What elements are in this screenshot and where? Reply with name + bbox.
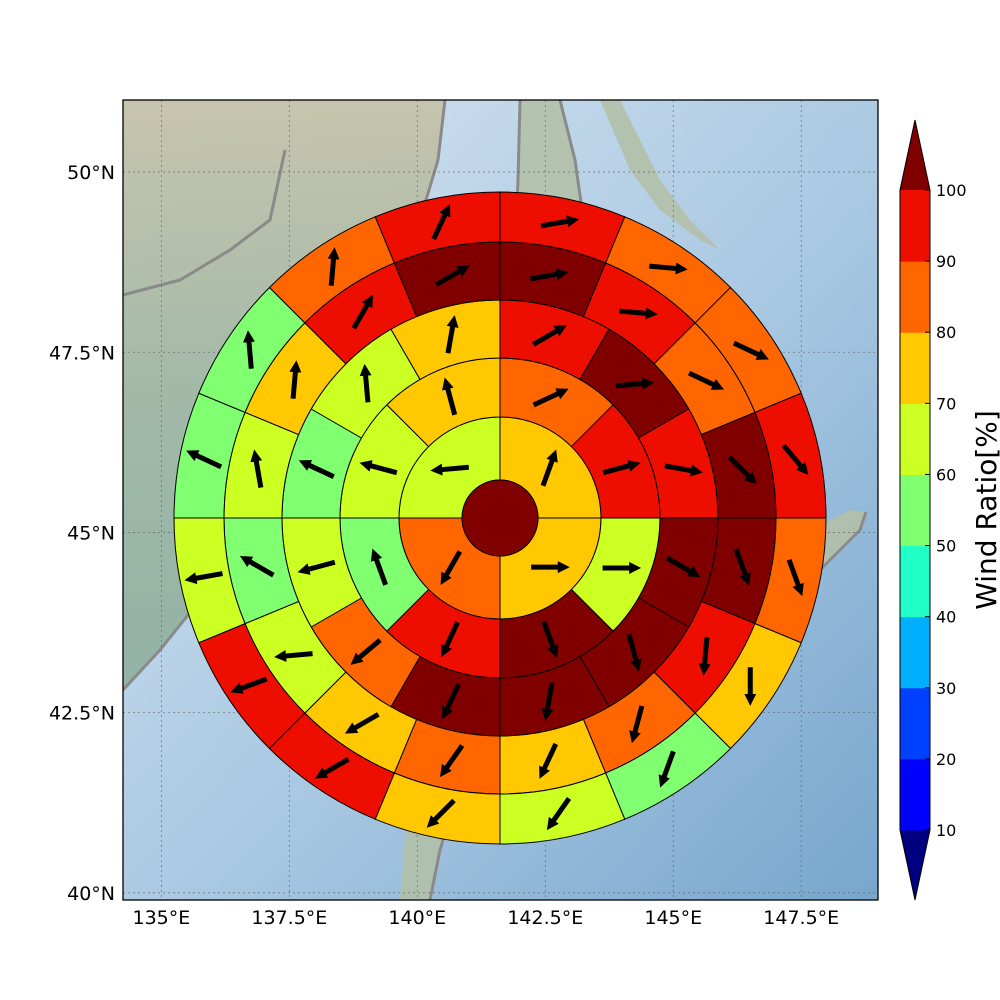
wind-arrow [297, 559, 336, 575]
wind-arrow [688, 370, 725, 390]
colorbar-segment [900, 616, 930, 689]
longitude-tick-label: 135°E [132, 907, 190, 929]
wind-arrow [351, 294, 374, 330]
wind-arrow [327, 247, 340, 286]
wind-arrow [440, 550, 463, 585]
wind-arrow [781, 443, 809, 476]
wind-arrow [733, 548, 751, 586]
wind-arrow [626, 633, 642, 672]
colorbar-segment [900, 190, 930, 262]
kamchatka-coast [600, 100, 720, 250]
longitude-tick-label: 137.5°E [251, 907, 327, 929]
colorbar-segment [900, 403, 930, 475]
colorbar-segment [900, 332, 930, 404]
latitude-tick-label: 50°N [67, 162, 115, 184]
wind-arrow [445, 315, 459, 354]
colorbar-tick-label: 20 [936, 750, 956, 769]
wind-arrow [786, 558, 804, 597]
colorbar-under-triangle [900, 830, 930, 900]
map-frame [122, 99, 879, 901]
longitude-tick-label: 142.5°E [507, 907, 583, 929]
wind-arrow [250, 449, 264, 488]
latitude-tick-label: 42.5°N [49, 703, 115, 725]
wind-arrow [698, 637, 711, 676]
wind-arrow [727, 455, 757, 485]
wind-arrow [615, 377, 655, 390]
wind-arrow [434, 265, 470, 287]
wind-arrow [314, 757, 350, 779]
wind-arrow [532, 388, 569, 408]
wind-arrow [629, 705, 645, 744]
wind-arrow [289, 360, 302, 399]
wind-arrow [359, 363, 372, 403]
wind-arrow [186, 450, 223, 470]
colorbar-title: Wind Ratio[%] [970, 410, 1000, 610]
longitude-tick-label: 140°E [388, 907, 446, 929]
latitude-tick-labels: 40°N 42.5°N 45°N 47.5°N 50°N [49, 162, 115, 905]
colorbar-segment [900, 261, 930, 333]
wind-arrow [344, 712, 380, 734]
colorbar-segment [900, 545, 930, 618]
wind-arrow [184, 571, 223, 585]
wind-arrow [442, 377, 458, 416]
wind-arrow [426, 798, 456, 828]
latitude-tick-label: 45°N [67, 522, 115, 544]
colorbar-tick-label: 100 [936, 181, 967, 200]
colorbar: 10 20 30 40 50 60 70 80 90 100 [899, 119, 967, 901]
wind-ratio-rings [173, 191, 827, 845]
colorbar-tick-label: 70 [936, 394, 956, 413]
colorbar-over-triangle [900, 120, 930, 190]
wind-direction-arrows [184, 204, 809, 831]
wind-arrow [359, 460, 398, 476]
latitude-tick-label: 47.5°N [49, 342, 115, 364]
wind-arrow [439, 744, 465, 778]
wind-arrow [370, 548, 388, 586]
wind-arrow [665, 555, 701, 578]
colorbar-segment [900, 758, 930, 831]
wind-arrow [619, 307, 658, 320]
wind-arrow [530, 268, 569, 282]
wind-arrow [664, 463, 703, 477]
wind-arrow [430, 463, 470, 476]
wind-arrow [732, 340, 769, 360]
wind-arrow [243, 330, 255, 369]
center-disc [461, 479, 539, 557]
longitude-tick-label: 147.5°E [763, 907, 839, 929]
wind-arrow [350, 638, 382, 665]
colorbar-segment [900, 474, 930, 547]
colorbar-tick-label: 60 [936, 465, 956, 484]
wind-arrow [541, 682, 555, 721]
longitude-tick-labels: 135°E 137.5°E 140°E 142.5°E 145°E 147.5°E [132, 907, 839, 929]
wind-arrow [442, 683, 461, 720]
wind-arrow [539, 742, 559, 779]
colorbar-tick-label: 90 [936, 252, 956, 271]
wind-arrow [540, 449, 558, 487]
wind-arrow [658, 750, 676, 788]
wind-arrow [298, 460, 335, 479]
colorbar-tick-label: 50 [936, 537, 956, 556]
latitude-tick-label: 40°N [67, 883, 115, 905]
wind-arrow [649, 262, 688, 275]
longitude-tick-label: 145°E [644, 907, 702, 929]
colorbar-tick-label: 80 [936, 323, 956, 342]
wind-arrow [602, 460, 641, 476]
colorbar-segment [900, 687, 930, 760]
colorbar-tick-label: 40 [936, 608, 956, 627]
wind-arrow [532, 325, 567, 347]
wind-arrow [440, 621, 460, 658]
wind-arrow [431, 204, 451, 241]
wind-arrow [540, 215, 580, 229]
wind-arrow [546, 797, 572, 831]
wind-arrow [239, 555, 275, 578]
wind-arrow [230, 676, 268, 694]
colorbar-tick-label: 30 [936, 679, 956, 698]
wind-arrow [274, 649, 313, 662]
wind-arrow [541, 620, 559, 658]
colorbar-tick-label: 10 [936, 821, 956, 840]
